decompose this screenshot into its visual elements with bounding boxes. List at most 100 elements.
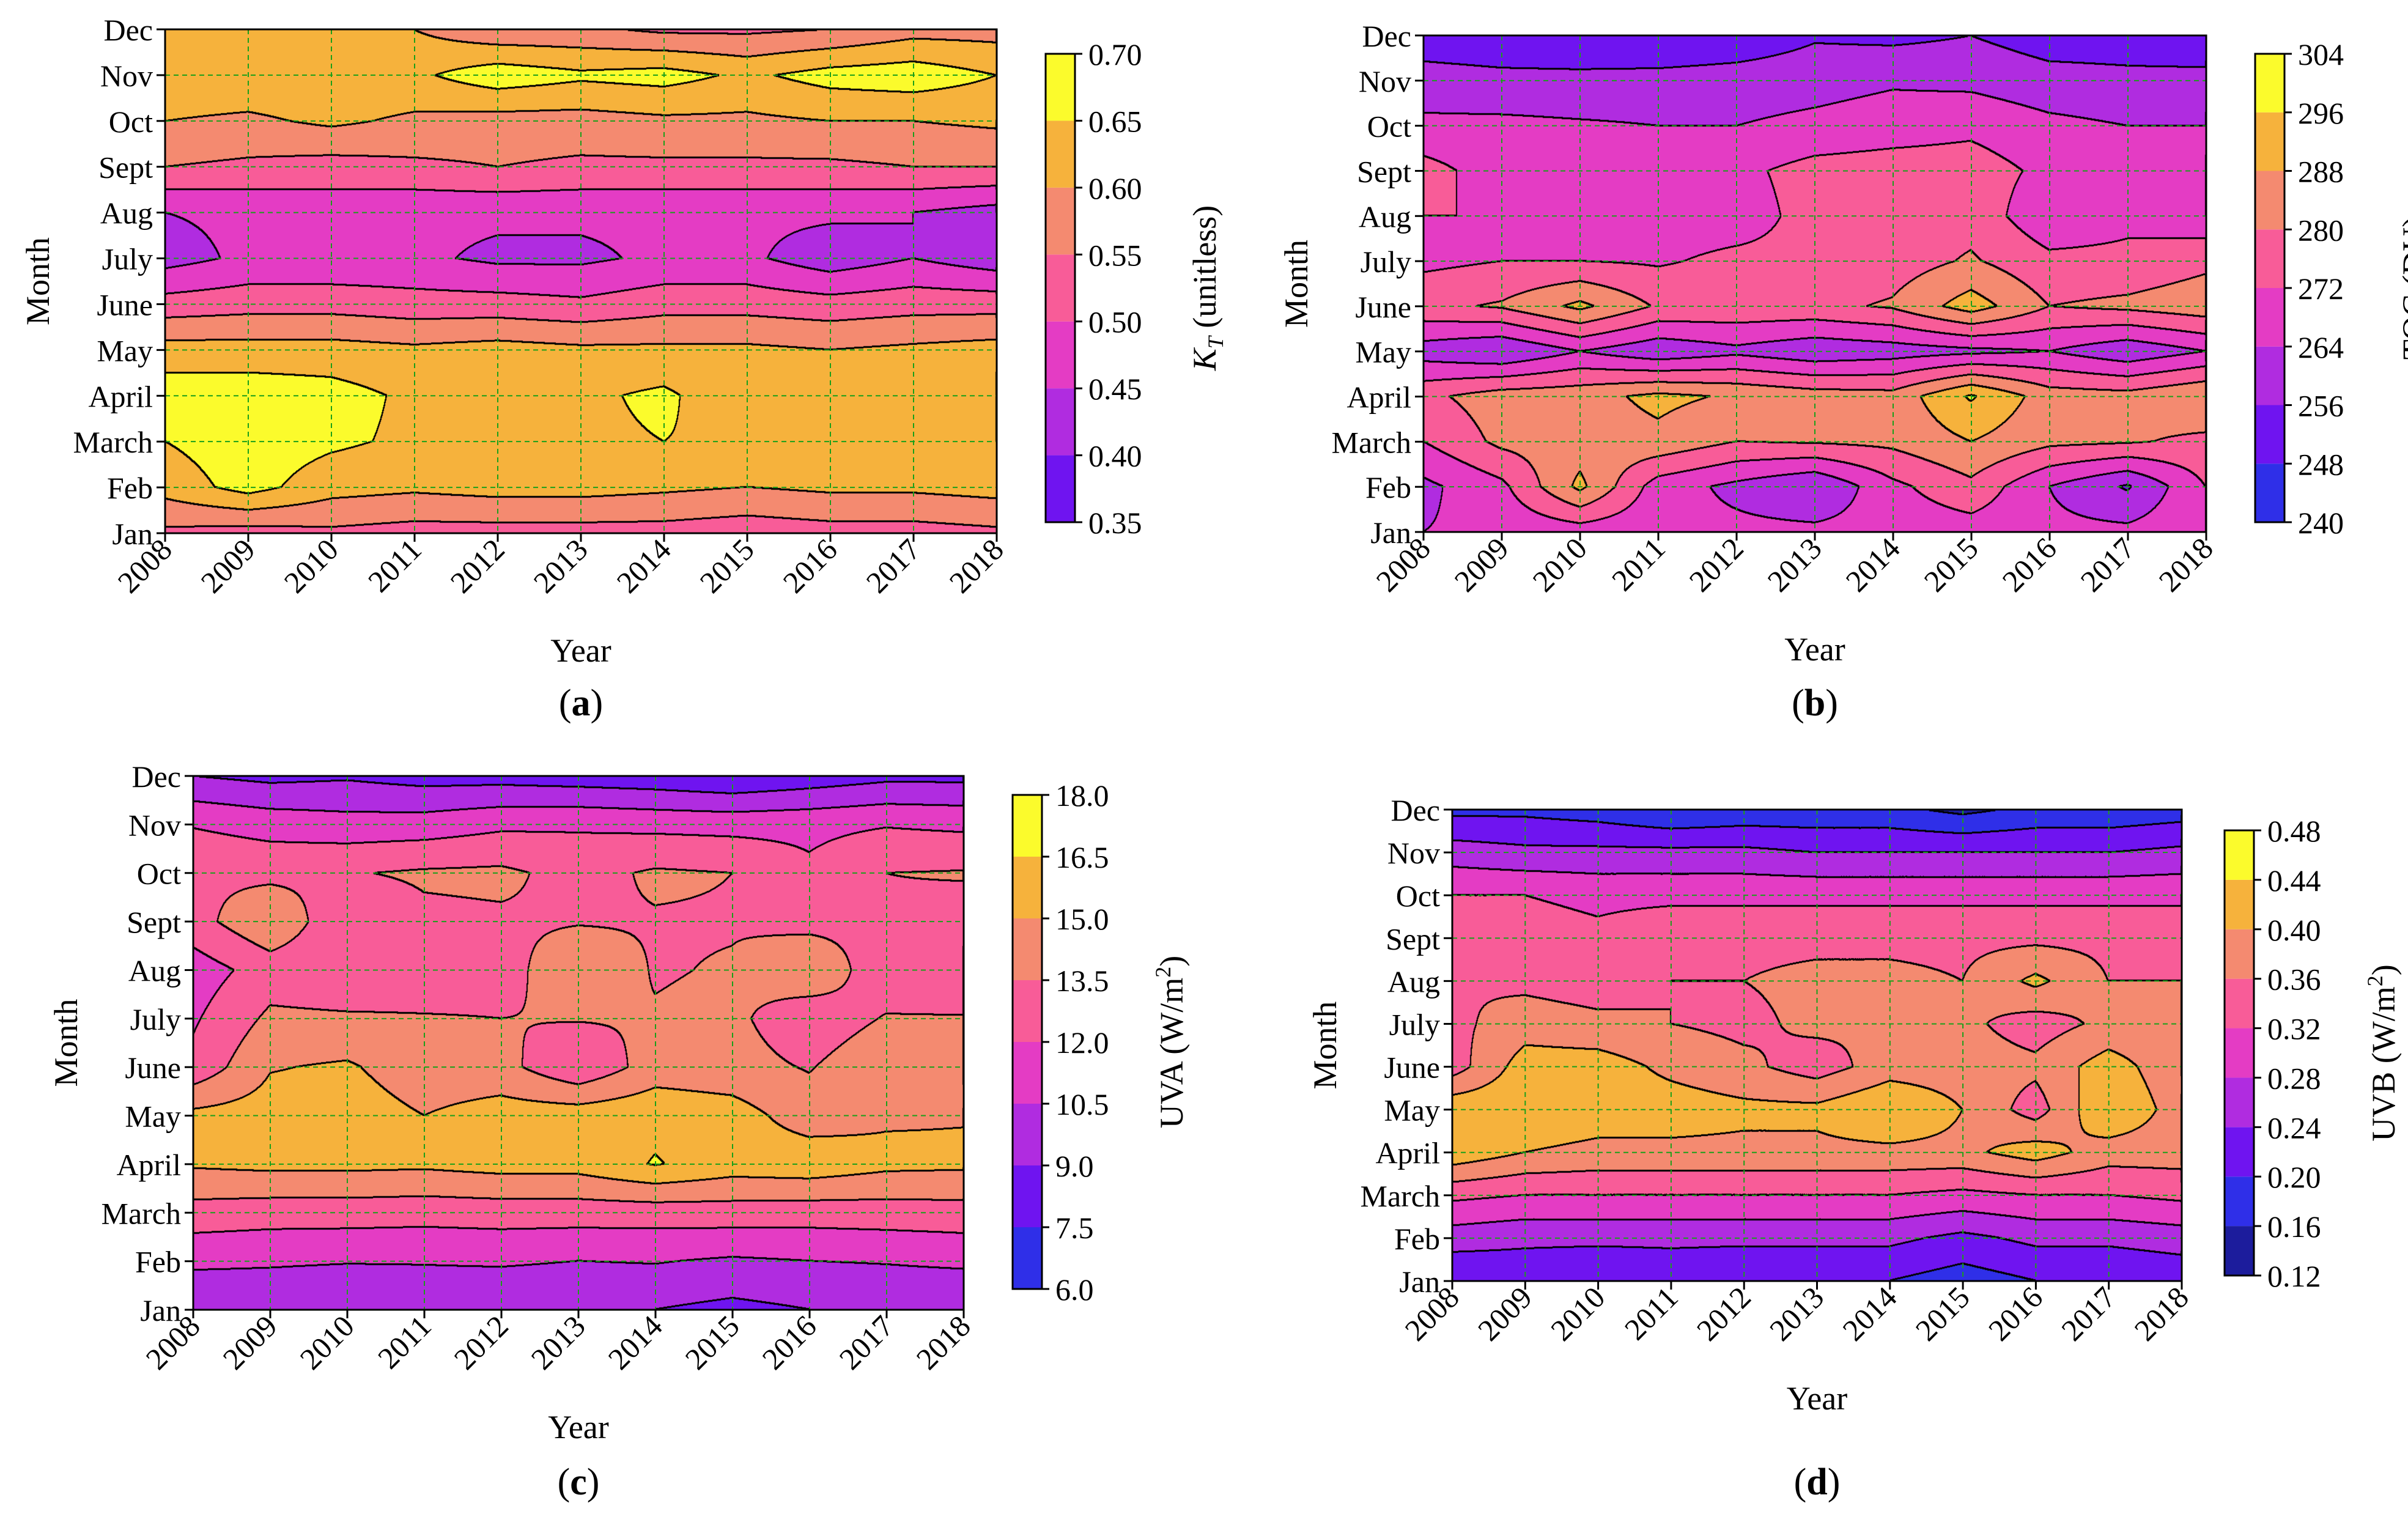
panel-caption: (b) [1792, 682, 1838, 724]
x-tick-label: 2018 [2127, 1280, 2195, 1347]
x-tick-label: 2017 [859, 532, 926, 599]
y-tick-label: June [97, 287, 153, 322]
x-tick-label: 2012 [1682, 531, 1749, 598]
colorbar-segment [1013, 1165, 1042, 1227]
x-tick-label: 2010 [1544, 1280, 1611, 1347]
x-tick-label: 2018 [2152, 531, 2219, 598]
colorbar-segment [1013, 1104, 1042, 1165]
colorbar-segment [1013, 980, 1042, 1042]
colorbar-segment [2255, 288, 2284, 347]
x-tick-label: 2013 [1763, 1280, 1830, 1347]
grid-a [165, 29, 997, 533]
colorbar-tick-label: 272 [2298, 271, 2344, 306]
colorbar-tick-label: 0.70 [1088, 37, 1142, 72]
y-tick-label: Feb [1394, 1222, 1440, 1256]
colorbar-segment [2255, 463, 2284, 522]
contour-panel-b: Jan Feb March April May June July Aug Sept Oct Nov… [1278, 19, 2408, 724]
x-tick-label: 2018 [909, 1309, 977, 1376]
y-tick-label: July [1389, 1007, 1440, 1041]
colorbar-segment [2225, 1028, 2254, 1078]
y-tick-label: May [1384, 1093, 1440, 1128]
colorbar-tick-label: 10.5 [1055, 1087, 1109, 1121]
x-tick-label: 2013 [524, 1309, 591, 1376]
colorbar-tick-label: 248 [2298, 447, 2344, 481]
x-tick-label: 2014 [1836, 1280, 1903, 1347]
colorbar-segment [2255, 112, 2284, 171]
colorbar-tick-label: 0.24 [2267, 1110, 2321, 1145]
y-tick-label: Feb [135, 1245, 181, 1279]
colorbar-segment [2225, 1077, 2254, 1128]
y-tick-label: Nov [128, 808, 181, 842]
x-tick-label: 2010 [277, 532, 344, 599]
panel-caption: (c) [558, 1461, 600, 1503]
colorbar-tick-label: 7.5 [1055, 1211, 1094, 1245]
y-tick-label: Dec [1362, 19, 1412, 53]
x-tick-label: 2012 [447, 1309, 514, 1376]
x-axis-label: Year [1784, 631, 1845, 668]
colorbar-segment [2225, 1127, 2254, 1177]
colorbar-title: TOC (DU) [2396, 216, 2408, 360]
colorbar-segment [2255, 405, 2284, 464]
y-tick-label: May [1355, 335, 1411, 369]
x-tick-label: 2014 [610, 532, 677, 599]
x-axis-label: Year [550, 632, 611, 669]
x-tick-label: 2011 [1605, 531, 1672, 597]
colorbar-tick-label: 0.40 [1088, 439, 1142, 473]
y-tick-label: Dec [104, 13, 153, 47]
x-tick-label: 2016 [1995, 531, 2063, 598]
colorbar-tick-label: 0.35 [1088, 506, 1142, 540]
y-tick-label: Nov [1387, 836, 1440, 870]
colorbar-segment [1013, 918, 1042, 980]
x-tick-label: 2009 [194, 532, 261, 599]
colorbar-title: KT (unitless) [1186, 205, 1228, 372]
contour-panel-d: Jan Feb March April May June July Aug Sept Oct Nov… [1307, 793, 2402, 1503]
colorbar-a: 0.35 0.40 0.45 0.50 0.55 0.60 0.65 0.70 [1044, 37, 1142, 540]
y-tick-label: Sept [1357, 154, 1411, 188]
colorbar-segment [2225, 978, 2254, 1028]
y-tick-label: March [73, 425, 153, 459]
y-tick-label: Oct [109, 105, 153, 139]
colorbar-title: UVB (W/m2) [2363, 964, 2402, 1141]
y-tick-label: Feb [107, 471, 153, 505]
colorbar-tick-label: 0.16 [2267, 1209, 2321, 1244]
y-tick-label: Feb [1365, 470, 1411, 504]
colorbar-segment [2225, 1226, 2254, 1276]
x-tick-label: 2015 [1917, 531, 1984, 598]
colorbar-segment [1046, 54, 1075, 121]
colorbar-tick-label: 0.50 [1088, 305, 1142, 339]
panel-caption: (d) [1794, 1461, 1841, 1503]
colorbar-tick-label: 0.44 [2267, 863, 2321, 898]
colorbar-tick-label: 0.28 [2267, 1061, 2321, 1095]
colorbar-c: 6.0 7.5 9.0 10.5 12.0 13.5 15.0 16.5 18.0 [1011, 778, 1109, 1307]
y-tick-label: April [88, 379, 153, 413]
colorbar-segment [2225, 1176, 2254, 1227]
colorbar-tick-label: 288 [2298, 155, 2344, 189]
y-tick-label: July [102, 242, 153, 276]
x-tick-label: 2011 [361, 532, 428, 599]
colorbar-title: UVA (W/m2) [1151, 956, 1190, 1129]
y-tick-label: May [125, 1099, 181, 1134]
colorbar-segment [1046, 388, 1075, 456]
y-tick-label: Oct [137, 857, 181, 891]
y-tick-label: Nov [1359, 64, 1411, 98]
y-tick-label: Jan [140, 1293, 181, 1327]
grid-c [193, 776, 964, 1310]
colorbar-tick-label: 264 [2298, 330, 2344, 364]
x-tick-label: 2015 [1909, 1280, 1976, 1347]
colorbar-tick-label: 16.5 [1055, 840, 1109, 874]
y-tick-label: March [1361, 1179, 1441, 1213]
x-tick-label: 2016 [755, 1309, 822, 1376]
x-tick-label: 2014 [601, 1309, 668, 1376]
y-tick-label: July [130, 1002, 181, 1036]
colorbar-tick-label: 12.0 [1055, 1025, 1109, 1060]
x-axis-label: Year [1787, 1380, 1848, 1417]
x-tick-label: 2009 [1471, 1280, 1538, 1347]
colorbar-segment [1013, 1227, 1042, 1289]
y-axis-label: Month [1307, 1001, 1343, 1089]
colorbar-tick-label: 18.0 [1055, 778, 1109, 813]
y-tick-label: Aug [1359, 199, 1411, 234]
y-tick-label: Aug [1387, 964, 1440, 999]
y-tick-label: July [1361, 245, 1411, 279]
y-tick-label: Dec [1391, 793, 1441, 827]
colorbar-segment [1046, 187, 1075, 255]
